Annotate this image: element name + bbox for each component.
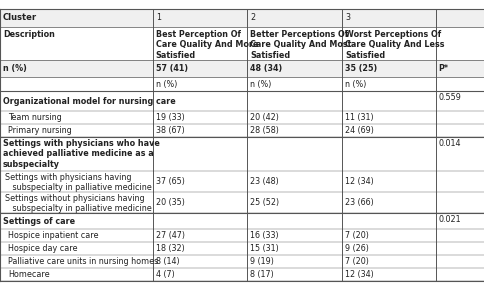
Text: Settings with physicians having
   subspecialty in palliative medicine: Settings with physicians having subspeci… xyxy=(5,173,151,192)
Text: Cluster: Cluster xyxy=(3,14,37,22)
Text: Organizational model for nursing care: Organizational model for nursing care xyxy=(3,97,175,106)
Text: Hospice day care: Hospice day care xyxy=(8,244,77,253)
Text: 0.559: 0.559 xyxy=(438,93,460,102)
Text: 11 (31): 11 (31) xyxy=(344,113,373,122)
Text: 0.021: 0.021 xyxy=(438,215,460,224)
Text: n (%): n (%) xyxy=(155,80,177,88)
Text: 23 (48): 23 (48) xyxy=(250,177,278,186)
Text: 20 (42): 20 (42) xyxy=(250,113,279,122)
Text: Settings without physicians having
   subspecialty in palliative medicine: Settings without physicians having subsp… xyxy=(5,194,151,213)
Text: P*: P* xyxy=(438,64,448,73)
Text: Team nursing: Team nursing xyxy=(8,113,61,122)
Text: Settings with physicians who have
achieved palliative medicine as a
subspecialty: Settings with physicians who have achiev… xyxy=(3,139,160,169)
Text: 7 (20): 7 (20) xyxy=(344,231,368,240)
Text: 27 (47): 27 (47) xyxy=(155,231,184,240)
Text: Palliative care units in nursing homes: Palliative care units in nursing homes xyxy=(8,257,158,266)
Text: 20 (35): 20 (35) xyxy=(155,198,184,207)
Text: Hospice inpatient care: Hospice inpatient care xyxy=(8,231,98,240)
Text: 0.014: 0.014 xyxy=(438,139,460,148)
Bar xyxy=(0,9,484,27)
Text: 9 (26): 9 (26) xyxy=(344,244,368,253)
Text: 25 (52): 25 (52) xyxy=(250,198,279,207)
Text: 28 (58): 28 (58) xyxy=(250,126,279,135)
Text: 35 (25): 35 (25) xyxy=(344,64,377,73)
Text: 12 (34): 12 (34) xyxy=(344,177,373,186)
Text: 8 (17): 8 (17) xyxy=(250,270,273,279)
Text: 16 (33): 16 (33) xyxy=(250,231,278,240)
Text: 19 (33): 19 (33) xyxy=(155,113,184,122)
Text: Better Perceptions Of
Care Quality And Most
Satisfied: Better Perceptions Of Care Quality And M… xyxy=(250,30,351,60)
Text: Best Perception Of
Care Quality And More
Satisfied: Best Perception Of Care Quality And More… xyxy=(155,30,257,60)
Text: 24 (69): 24 (69) xyxy=(344,126,373,135)
Text: 1: 1 xyxy=(155,14,160,22)
Text: n (%): n (%) xyxy=(250,80,271,88)
Text: 9 (19): 9 (19) xyxy=(250,257,273,266)
Text: 15 (31): 15 (31) xyxy=(250,244,278,253)
Text: 8 (14): 8 (14) xyxy=(155,257,179,266)
Text: n (%): n (%) xyxy=(3,64,27,73)
Text: Worst Perceptions Of
Care Quality And Less
Satisfied: Worst Perceptions Of Care Quality And Le… xyxy=(344,30,443,60)
Text: Description: Description xyxy=(3,30,55,39)
Text: 18 (32): 18 (32) xyxy=(155,244,184,253)
Bar xyxy=(0,60,484,77)
Text: 3: 3 xyxy=(344,14,349,22)
Text: n (%): n (%) xyxy=(344,80,365,88)
Text: Settings of care: Settings of care xyxy=(3,217,75,226)
Text: 2: 2 xyxy=(250,14,255,22)
Text: 4 (7): 4 (7) xyxy=(155,270,174,279)
Text: Primary nursing: Primary nursing xyxy=(8,126,72,135)
Text: 23 (66): 23 (66) xyxy=(344,198,373,207)
Text: 37 (65): 37 (65) xyxy=(155,177,184,186)
Text: 12 (34): 12 (34) xyxy=(344,270,373,279)
Text: Homecare: Homecare xyxy=(8,270,49,279)
Text: 57 (41): 57 (41) xyxy=(155,64,187,73)
Text: 38 (67): 38 (67) xyxy=(155,126,184,135)
Text: 48 (34): 48 (34) xyxy=(250,64,282,73)
Text: 7 (20): 7 (20) xyxy=(344,257,368,266)
